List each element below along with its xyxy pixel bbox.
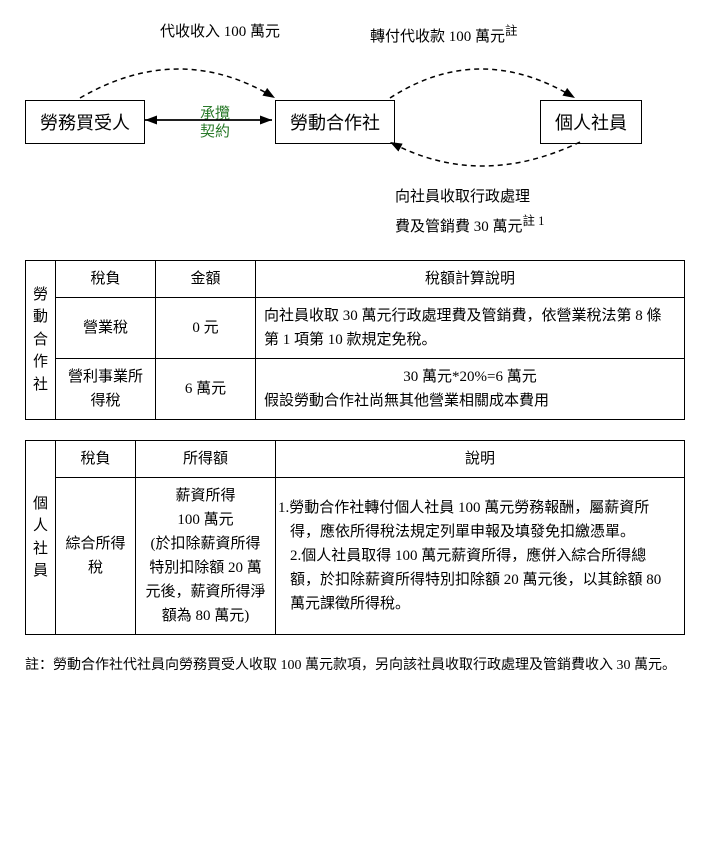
table2-h1: 稅負 (56, 441, 136, 478)
table1-r1c3: 向社員收取 30 萬元行政處理費及管銷費，依營業稅法第 8 條第 1 項第 10… (256, 298, 685, 359)
table1-rowlabel: 勞動合作社 (26, 261, 56, 420)
table2-r1c3: 1.勞動合作社轉付個人社員 100 萬元勞務報酬，屬薪資所得，應依所得稅法規定列… (276, 478, 685, 635)
node-service-buyer: 勞務買受人 (25, 100, 145, 144)
table2-r1c1: 綜合所得稅 (56, 478, 136, 635)
table1-r2c3: 30 萬元*20%=6 萬元 假設勞動合作社尚無其他營業相關成本費用 (256, 359, 685, 420)
table2-r1c2: 薪資所得 100 萬元 (於扣除薪資所得特別扣除額 20 萬元後，薪資所得淨額為… (136, 478, 276, 635)
table2-h3: 說明 (276, 441, 685, 478)
node-individual-member: 個人社員 (540, 100, 642, 144)
label-agent-income: 代收收入 100 萬元 (160, 20, 280, 41)
footnote: 註：勞動合作社代社員向勞務買受人收取 100 萬元款項，另向該社員收取行政處理及… (25, 655, 685, 676)
table-labor-coop-tax: 勞動合作社 稅負 金額 稅額計算說明 營業稅 0 元 向社員收取 30 萬元行政… (25, 260, 685, 420)
table1-h2: 金額 (156, 261, 256, 298)
flow-diagram: 代收收入 100 萬元 轉付代收款 100 萬元註 勞務買受人 勞動合作社 個人… (20, 20, 690, 240)
table1-r1c1: 營業稅 (56, 298, 156, 359)
table1-r2c1: 營利事業所得稅 (56, 359, 156, 420)
label-admin-fee-2: 費及管銷費 30 萬元註 1 (395, 210, 544, 236)
table1-r1c2: 0 元 (156, 298, 256, 359)
table2-rowlabel: 個人社員 (26, 441, 56, 635)
table-individual-tax: 個人社員 稅負 所得額 說明 綜合所得稅 薪資所得 100 萬元 (於扣除薪資所… (25, 440, 685, 635)
label-contract: 承攬 契約 (200, 105, 230, 141)
table1-h1: 稅負 (56, 261, 156, 298)
table2-h2: 所得額 (136, 441, 276, 478)
table1-h3: 稅額計算說明 (256, 261, 685, 298)
label-admin-fee-1: 向社員收取行政處理 (395, 185, 530, 206)
table1-r2c2: 6 萬元 (156, 359, 256, 420)
node-labor-coop: 勞動合作社 (275, 100, 395, 144)
label-transfer-payment: 轉付代收款 100 萬元註 (370, 20, 518, 46)
